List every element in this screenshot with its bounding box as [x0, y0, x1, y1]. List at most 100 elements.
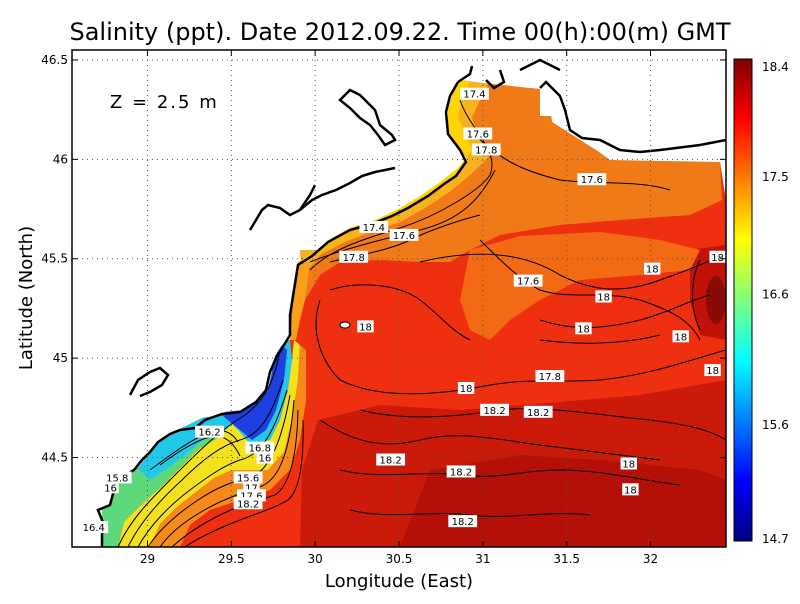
east-max-core [706, 276, 726, 324]
contour-label-box [376, 453, 406, 466]
contour-label: 18.2 [376, 453, 406, 467]
contour-label-text: 17.6 [240, 491, 262, 502]
contour-label-text: 18 [597, 293, 610, 304]
contour-label: 18 [644, 262, 661, 276]
y-tick-label: 46.5 [41, 53, 68, 67]
colorbar [733, 58, 753, 542]
contour-label-box [471, 143, 501, 156]
contour-label-text: 18.2 [452, 517, 474, 528]
contour-label: 15.6 [233, 471, 263, 484]
contour-label-text: 17.6 [517, 277, 539, 288]
x-axis-label: Longitude (East) [325, 571, 473, 592]
contour-label-text: 16 [104, 483, 117, 494]
y-tick-label: 45 [53, 351, 68, 365]
plume-orange-front [150, 345, 306, 547]
contour-label-box [535, 370, 565, 383]
contour-label-box [480, 403, 509, 416]
contour-label-box [102, 471, 132, 484]
contour-label-text: 18 [624, 485, 637, 496]
contour-label: 17.6 [577, 173, 607, 186]
contour-label-text: 17 [245, 483, 258, 494]
contour-label: 17.6 [513, 274, 543, 288]
contour-label: 18.2 [448, 515, 478, 528]
y-tick-label: 44.5 [41, 451, 68, 465]
contour-label-box [389, 228, 419, 241]
y-tick-label: 45.5 [41, 252, 68, 266]
contour-label-box [709, 250, 726, 263]
contour-label: 18 [622, 483, 639, 496]
contour-label-text: 17.6 [581, 175, 603, 186]
contour-label: 18 [575, 322, 592, 335]
contour-label: 16.2 [195, 425, 224, 439]
x-tick-label: 29.5 [218, 552, 245, 566]
contour-label-text: 18.2 [483, 406, 505, 417]
contour-label: 17.4 [359, 220, 389, 234]
contour-label: 17.8 [535, 370, 565, 383]
contour-label-box [245, 441, 275, 454]
contour-label: 17.6 [463, 127, 493, 140]
contour-label-box [195, 425, 224, 438]
x-tick-label: 30 [308, 552, 323, 566]
contour-label-box [595, 290, 612, 303]
coastal-low-salinity-edge [298, 80, 472, 262]
contour-label-box [577, 173, 607, 186]
coastline [96, 58, 726, 547]
contour-label-text: 15.6 [237, 473, 259, 484]
grid-lines [72, 50, 726, 547]
plume-yellow-front [118, 340, 300, 547]
contour-label: 17.8 [339, 250, 369, 264]
plume-blue-core [222, 345, 287, 440]
contour-label: 18 [704, 364, 721, 377]
contour-label: 18 [457, 381, 475, 395]
contour-label: 17.4 [460, 87, 489, 101]
contour-label-text: 18.2 [527, 408, 549, 419]
contour-label-box [233, 497, 263, 510]
contour-labels: 17.4 17.6 17.8 17.6 17.4 17.6 17.8 17.6 18 18 18 18… [79, 87, 726, 534]
x-tick-label: 31.5 [553, 552, 580, 566]
contour-label-box [448, 515, 478, 528]
contour-label-text: 17.4 [463, 90, 485, 101]
contour-label-text: 16.4 [83, 523, 105, 534]
contour-label-text: 18 [359, 322, 372, 333]
colorbar-tick-label: 15.6 [762, 418, 789, 432]
contour-label-text: 17.6 [467, 129, 489, 140]
x-tick-label: 32 [643, 552, 658, 566]
contour-label-text: 18 [646, 265, 659, 276]
contour-label-box [460, 87, 489, 100]
contour-label: 18.2 [446, 465, 476, 478]
colorbar-ticks: 18.4 17.5 16.6 15.6 14.7 [762, 60, 789, 546]
contour-label-box [523, 405, 553, 418]
contour-label-box [233, 471, 263, 484]
contour-label-text: 16.8 [249, 444, 271, 455]
contour-label-box [513, 274, 543, 287]
contour-label-text: 18 [674, 332, 687, 343]
contour-label-text: 16 [258, 454, 271, 465]
central-orange-area [460, 232, 700, 340]
y-axis-ticks: 44.5 45 45.5 46 46.5 [41, 53, 726, 465]
contour-label: 16.4 [79, 521, 109, 534]
plume-cyan-band [138, 340, 292, 480]
colorbar-tick-label: 17.5 [762, 170, 789, 184]
contour-label-box [457, 381, 475, 394]
contour-label-box [622, 483, 639, 496]
contour-label-box [256, 451, 274, 464]
contour-label: 18 [709, 250, 726, 264]
contour-label-box [339, 250, 369, 263]
high-salinity-core [400, 455, 726, 547]
chart-title: Salinity (ppt). Date 2012.09.22. Time 00… [69, 18, 730, 46]
contour-label-box [672, 330, 689, 343]
y-tick-label: 46 [53, 152, 68, 166]
contour-label-text: 18 [706, 366, 719, 377]
contour-label: 16 [256, 451, 274, 465]
contour-label-box [704, 364, 721, 377]
contour-label: 18.2 [523, 405, 553, 419]
contour-label-box [357, 320, 374, 333]
contour-label: 18 [357, 320, 374, 333]
contour-label-text: 16.2 [198, 428, 220, 439]
contour-label-box [644, 262, 661, 275]
colorbar-tick-label: 14.7 [762, 532, 789, 546]
coastal-strip-west [290, 262, 310, 340]
contour-label-text: 18.2 [237, 499, 259, 510]
contour-label: 18.2 [480, 403, 509, 417]
